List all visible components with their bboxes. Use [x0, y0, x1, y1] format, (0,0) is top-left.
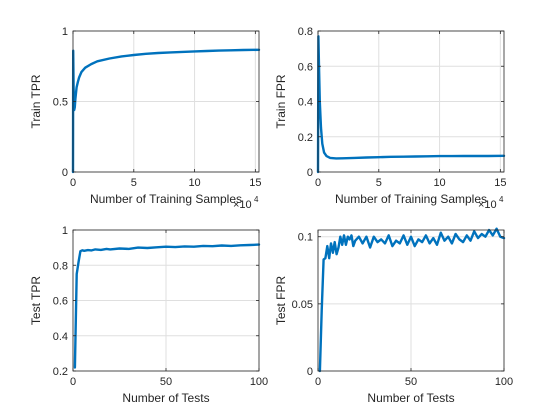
y-tick-label: 1: [62, 26, 68, 38]
x-tick-label: 100: [250, 376, 268, 388]
y-tick-label: 0.05: [292, 299, 313, 311]
series-line: [316, 35, 506, 174]
x-axis-label: Number of Training Samples: [335, 192, 487, 206]
x-tick-label: 15: [494, 177, 506, 189]
y-tick-label: 0.4: [298, 97, 313, 109]
y-tick-label: 0.1: [298, 232, 313, 244]
series-line: [318, 227, 506, 373]
y-tick-label: 0: [307, 167, 313, 179]
x-tick-label: 50: [405, 376, 417, 388]
y-tick-label: 0: [307, 366, 313, 378]
x-tick-label: 0: [315, 376, 321, 388]
x-tick-label: 15: [249, 177, 261, 189]
x-tick-label: 10: [188, 177, 200, 189]
y-tick-label: 0: [62, 167, 68, 179]
plot-panel-1: 0 5 10 15 0 0.5 1 Number of Training Samples Tra…: [29, 26, 261, 211]
y-tick-label: 0.2: [298, 132, 313, 144]
x-axis-label: Number of Tests: [122, 391, 209, 405]
x-exponent-power: 4: [254, 195, 259, 204]
y-tick-label: 1: [62, 225, 68, 237]
x-tick-label: 5: [131, 177, 137, 189]
plot-panel-2: 0 5 10 15 0 0.2 0.4 0.6 0.8 Number of Training Sa…: [274, 26, 506, 211]
y-tick-label: 0.8: [298, 26, 313, 38]
x-exponent-power: 4: [499, 195, 504, 204]
x-axis-label: Number of Tests: [367, 391, 454, 405]
y-axis-label: Test FPR: [274, 275, 288, 325]
x-tick-label: 0: [70, 177, 76, 189]
series-line: [71, 48, 261, 174]
x-tick-label: 0: [315, 177, 321, 189]
y-axis-label: Test TPR: [29, 276, 43, 325]
y-axis-label: Train TPR: [29, 74, 43, 128]
plot-panel-4: 0 50 100 0 0.05 0.1 Number of Tests Test FPR: [274, 227, 513, 405]
x-tick-label: 0: [70, 376, 76, 388]
x-exponent-label: ×10: [233, 199, 252, 211]
y-tick-label: 0.8: [53, 260, 68, 272]
x-exponent-label: ×10: [478, 199, 497, 211]
x-axis-label: Number of Training Samples: [90, 192, 242, 206]
y-tick-label: 0.6: [53, 296, 68, 308]
y-tick-label: 0.6: [298, 61, 313, 73]
series-line: [73, 243, 261, 369]
y-tick-label: 0.4: [53, 331, 68, 343]
x-tick-label: 5: [376, 177, 382, 189]
x-tick-label: 10: [433, 177, 445, 189]
y-tick-label: 0.5: [53, 97, 68, 109]
x-tick-label: 50: [160, 376, 172, 388]
plot-panel-3: 0 50 100 0.2 0.4 0.6 0.8 1 Number of Tests Test T…: [29, 225, 268, 405]
y-tick-label: 0.2: [53, 366, 68, 378]
y-axis-label: Train FPR: [274, 74, 288, 129]
x-tick-label: 100: [495, 376, 513, 388]
